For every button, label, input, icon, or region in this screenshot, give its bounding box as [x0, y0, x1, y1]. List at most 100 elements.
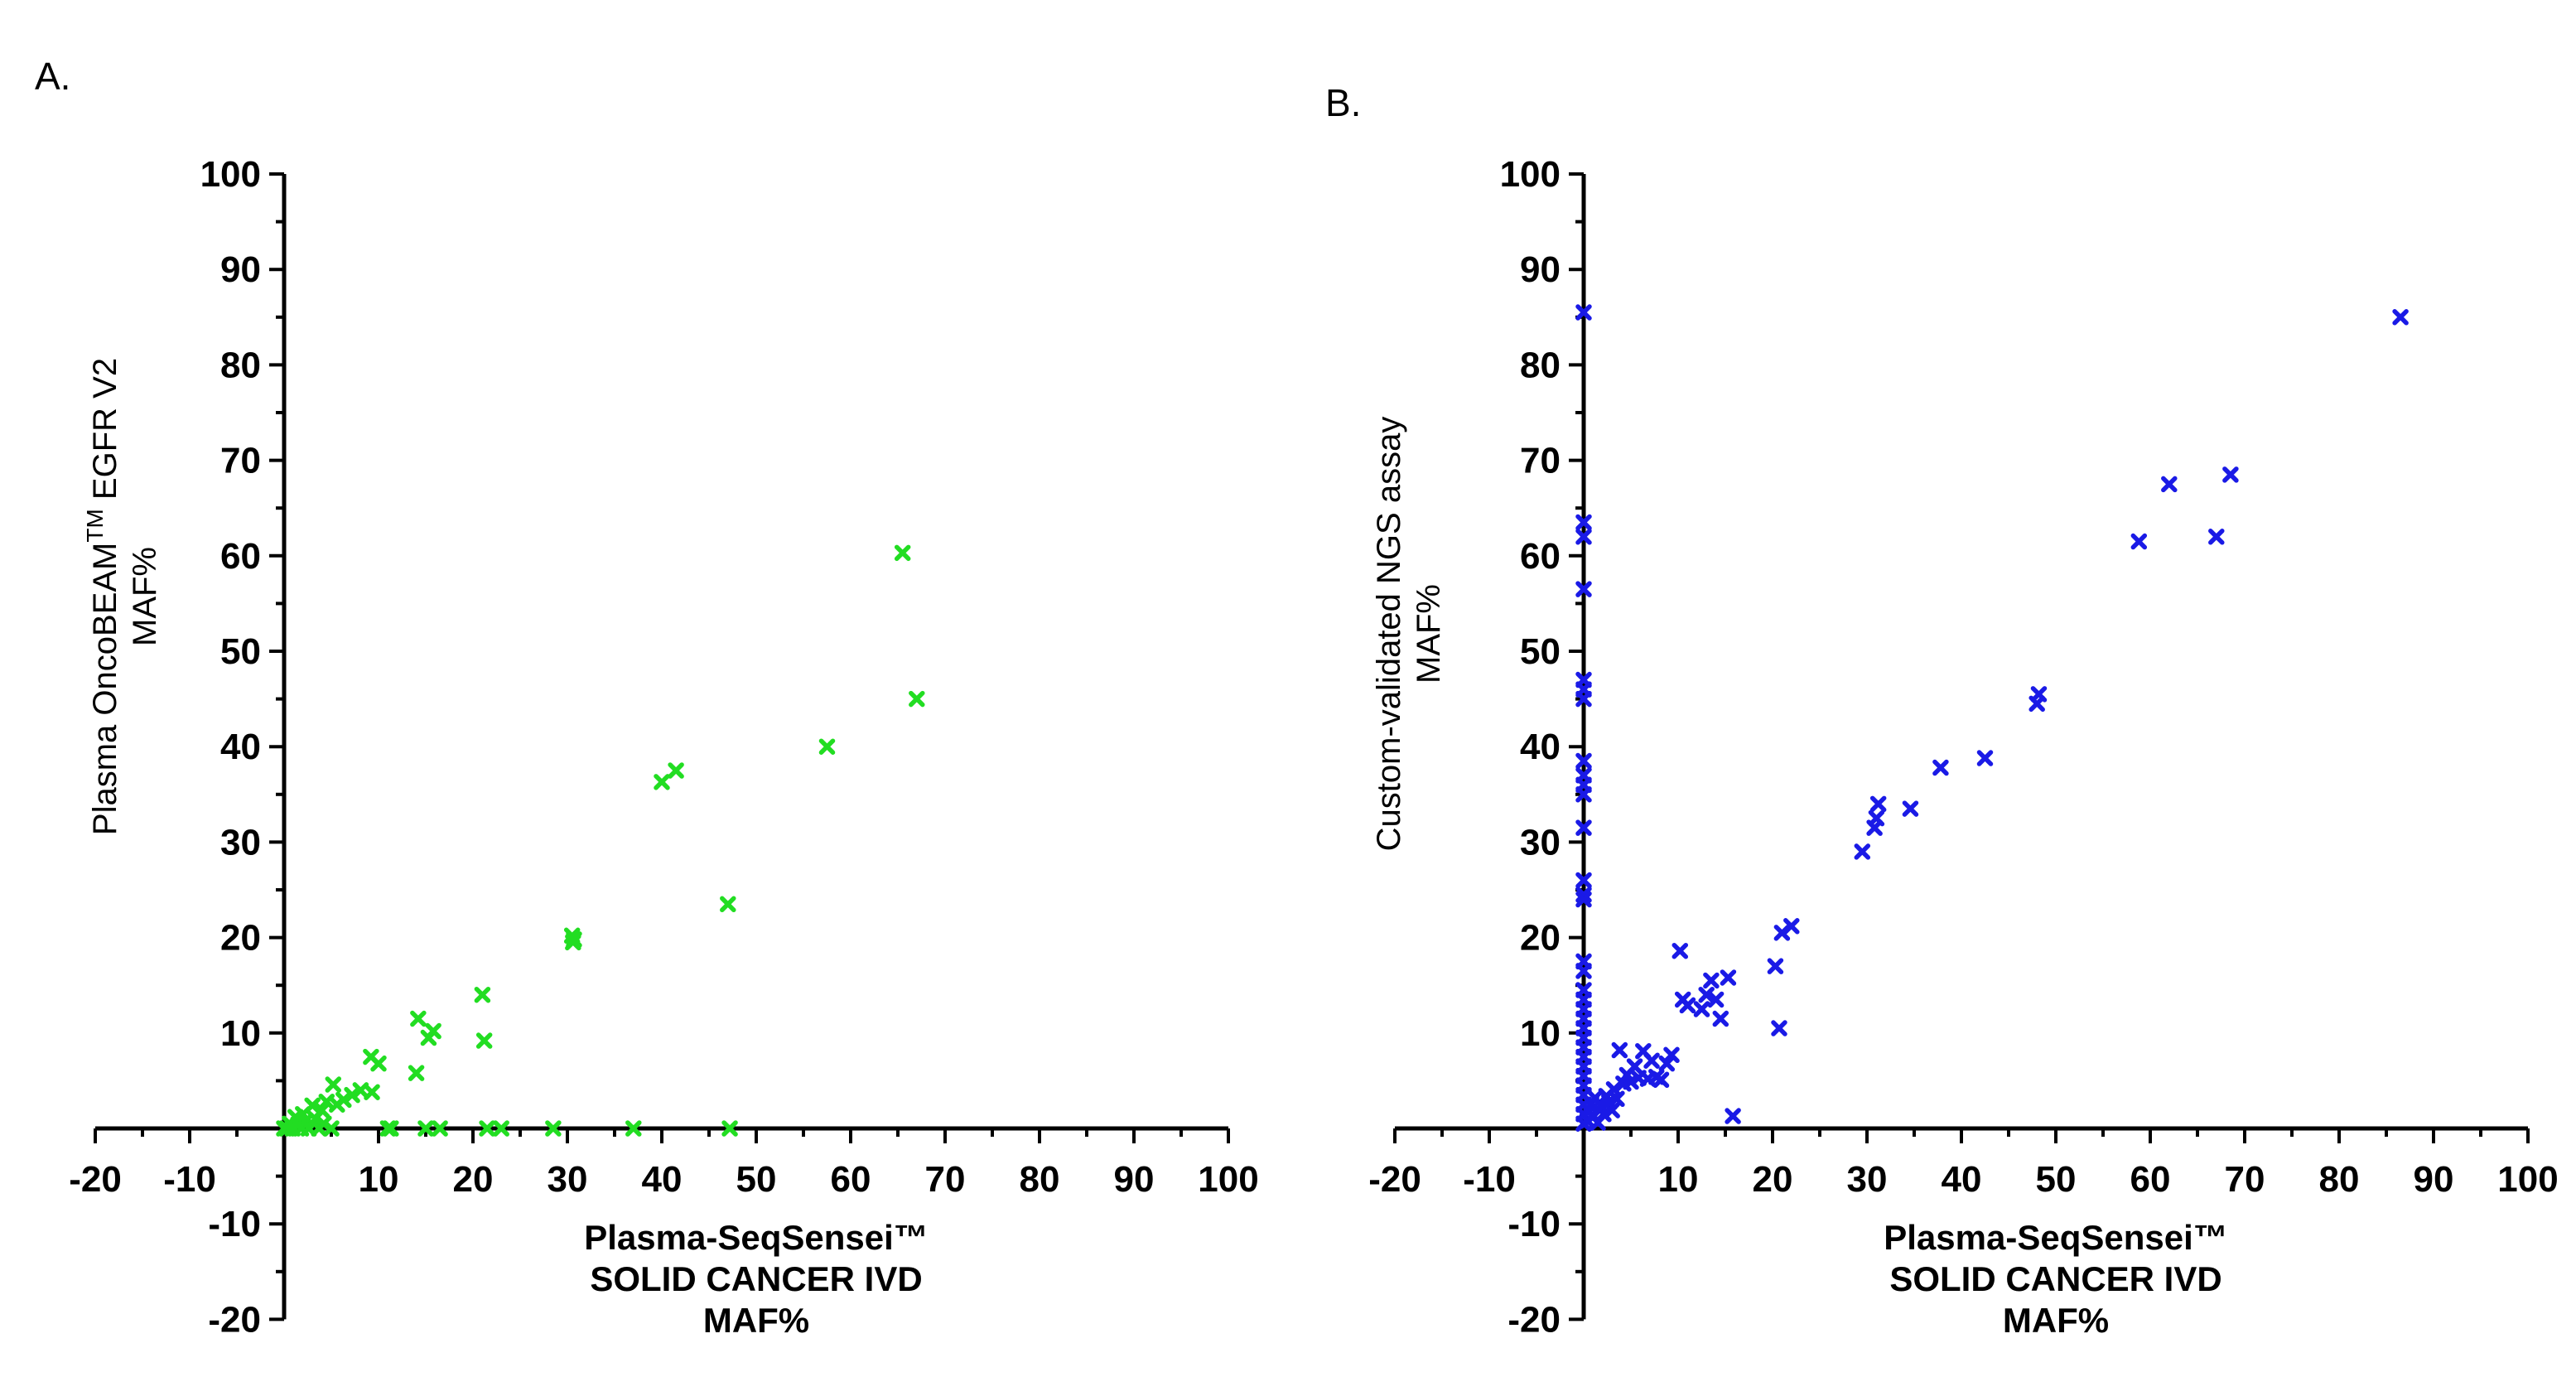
data-point — [323, 1120, 340, 1137]
data-point — [1783, 918, 1800, 935]
data-point — [475, 1032, 493, 1049]
data-point — [1575, 819, 1592, 836]
data-point — [2161, 476, 2178, 493]
y-tick-label: 70 — [1520, 441, 1561, 481]
y-tick-label: 10 — [220, 1013, 261, 1054]
data-point — [325, 1076, 342, 1093]
x-tick-label: 70 — [925, 1159, 966, 1200]
x-tick-label: 100 — [1198, 1159, 1258, 1200]
data-point — [1679, 997, 1696, 1014]
y-tick-label: -20 — [208, 1299, 261, 1340]
panel-a: A. -20 -10 10 20 30 40 50 60 70 80 90 100 -20 -10 10 20… — [35, 55, 1259, 1340]
data-point — [2392, 309, 2409, 326]
data-point — [344, 1086, 360, 1104]
data-point — [654, 774, 670, 790]
data-point — [1707, 991, 1725, 1008]
data-point — [410, 1010, 427, 1027]
data-point — [364, 1084, 380, 1100]
data-point — [1771, 1020, 1787, 1036]
data-point — [1623, 1073, 1639, 1090]
y-axis-title-unit: MAF% — [127, 547, 163, 646]
data-point — [1575, 529, 1592, 545]
y-tick-label: 90 — [1520, 249, 1561, 290]
y-tick-label: 50 — [1520, 631, 1561, 672]
data-point — [1902, 800, 1919, 817]
y-axis-title-superscript: TM — [82, 509, 108, 542]
data-point — [335, 1091, 352, 1109]
data-point — [2222, 466, 2239, 483]
data-point — [625, 1120, 642, 1137]
data-point — [1767, 958, 1784, 974]
panel-b: B. -20 -10 10 20 30 40 50 60 70 80 90 100 -20 -10 10 20… — [1325, 81, 2559, 1340]
y-axis-title-unit: MAF% — [1411, 584, 1447, 684]
y-tick-label: 20 — [1520, 918, 1561, 959]
data-point — [1663, 1046, 1680, 1064]
data-point — [909, 690, 925, 708]
x-axis-title-line: SOLID CANCER IVD — [1889, 1259, 2221, 1298]
y-tick-label: 40 — [1520, 727, 1561, 767]
x-axis-title-line: Plasma-SeqSensei™ — [1884, 1218, 2228, 1257]
x-tick-label: -10 — [163, 1159, 216, 1200]
data-point — [493, 1120, 509, 1137]
data-point — [370, 1055, 387, 1072]
data-point — [1698, 986, 1715, 1003]
data-point — [2130, 533, 2148, 550]
x-axis-title-line: MAF% — [2003, 1301, 2109, 1340]
y-tick-label: 60 — [1520, 536, 1561, 577]
data-point — [1868, 809, 1885, 827]
y-tick-label: 60 — [220, 536, 261, 577]
data-point — [721, 1120, 738, 1137]
y-axis-title-rest: EGFR V2 — [87, 358, 123, 509]
y-tick-label: 100 — [200, 154, 261, 195]
data-point — [1575, 690, 1592, 708]
y-axis-title: Custom-validated NGS assay — [1371, 417, 1407, 852]
y-axis-title-main: Custom-validated NGS assay — [1371, 417, 1407, 852]
data-point — [1725, 1108, 1741, 1124]
x-tick-label: 40 — [642, 1159, 683, 1200]
panel-a-label: A. — [35, 55, 70, 98]
data-point — [1609, 1090, 1625, 1108]
x-tick-label: 90 — [2414, 1159, 2454, 1200]
y-tick-label: -20 — [1507, 1299, 1561, 1340]
data-point — [474, 986, 491, 1003]
x-tick-label: 100 — [2497, 1159, 2558, 1200]
data-point — [1575, 304, 1592, 321]
x-tick-label: 90 — [1114, 1159, 1155, 1200]
data-point — [1575, 891, 1592, 908]
data-point — [1932, 759, 1949, 776]
data-point — [432, 1120, 448, 1137]
data-point — [668, 762, 684, 779]
data-point — [1575, 752, 1592, 770]
y-tick-label: 90 — [220, 249, 261, 290]
y-tick-label: 100 — [1500, 154, 1561, 195]
x-tick-label: 20 — [1753, 1159, 1793, 1200]
data-point — [566, 931, 582, 948]
x-tick-label: 50 — [736, 1159, 777, 1200]
y-axis-title: Plasma OncoBEAMTM EGFR V2 — [82, 358, 123, 835]
x-axis-title-line: MAF% — [703, 1301, 809, 1340]
data-point — [1869, 795, 1887, 813]
x-tick-label: -20 — [69, 1159, 122, 1200]
data-point — [818, 738, 836, 755]
y-tick-label: 50 — [220, 631, 261, 672]
panel-b-label: B. — [1325, 81, 1361, 124]
data-point — [1703, 972, 1720, 989]
x-tick-label: 80 — [2319, 1159, 2360, 1200]
y-tick-label: 30 — [1520, 822, 1561, 862]
data-point — [1720, 969, 1737, 986]
x-tick-label: 50 — [2036, 1159, 2077, 1200]
x-tick-label: 60 — [2130, 1159, 2171, 1200]
y-tick-label: 80 — [1520, 345, 1561, 385]
x-tick-label: 30 — [548, 1159, 588, 1200]
x-tick-label: 10 — [359, 1159, 399, 1200]
data-point — [894, 544, 911, 562]
data-point — [1575, 581, 1592, 597]
data-point — [408, 1065, 425, 1081]
x-tick-label: -20 — [1368, 1159, 1421, 1200]
data-point — [1575, 786, 1592, 803]
y-tick-label: 30 — [220, 822, 261, 862]
data-point — [1693, 1001, 1710, 1017]
data-point — [425, 1022, 441, 1040]
x-tick-label: 20 — [453, 1159, 494, 1200]
